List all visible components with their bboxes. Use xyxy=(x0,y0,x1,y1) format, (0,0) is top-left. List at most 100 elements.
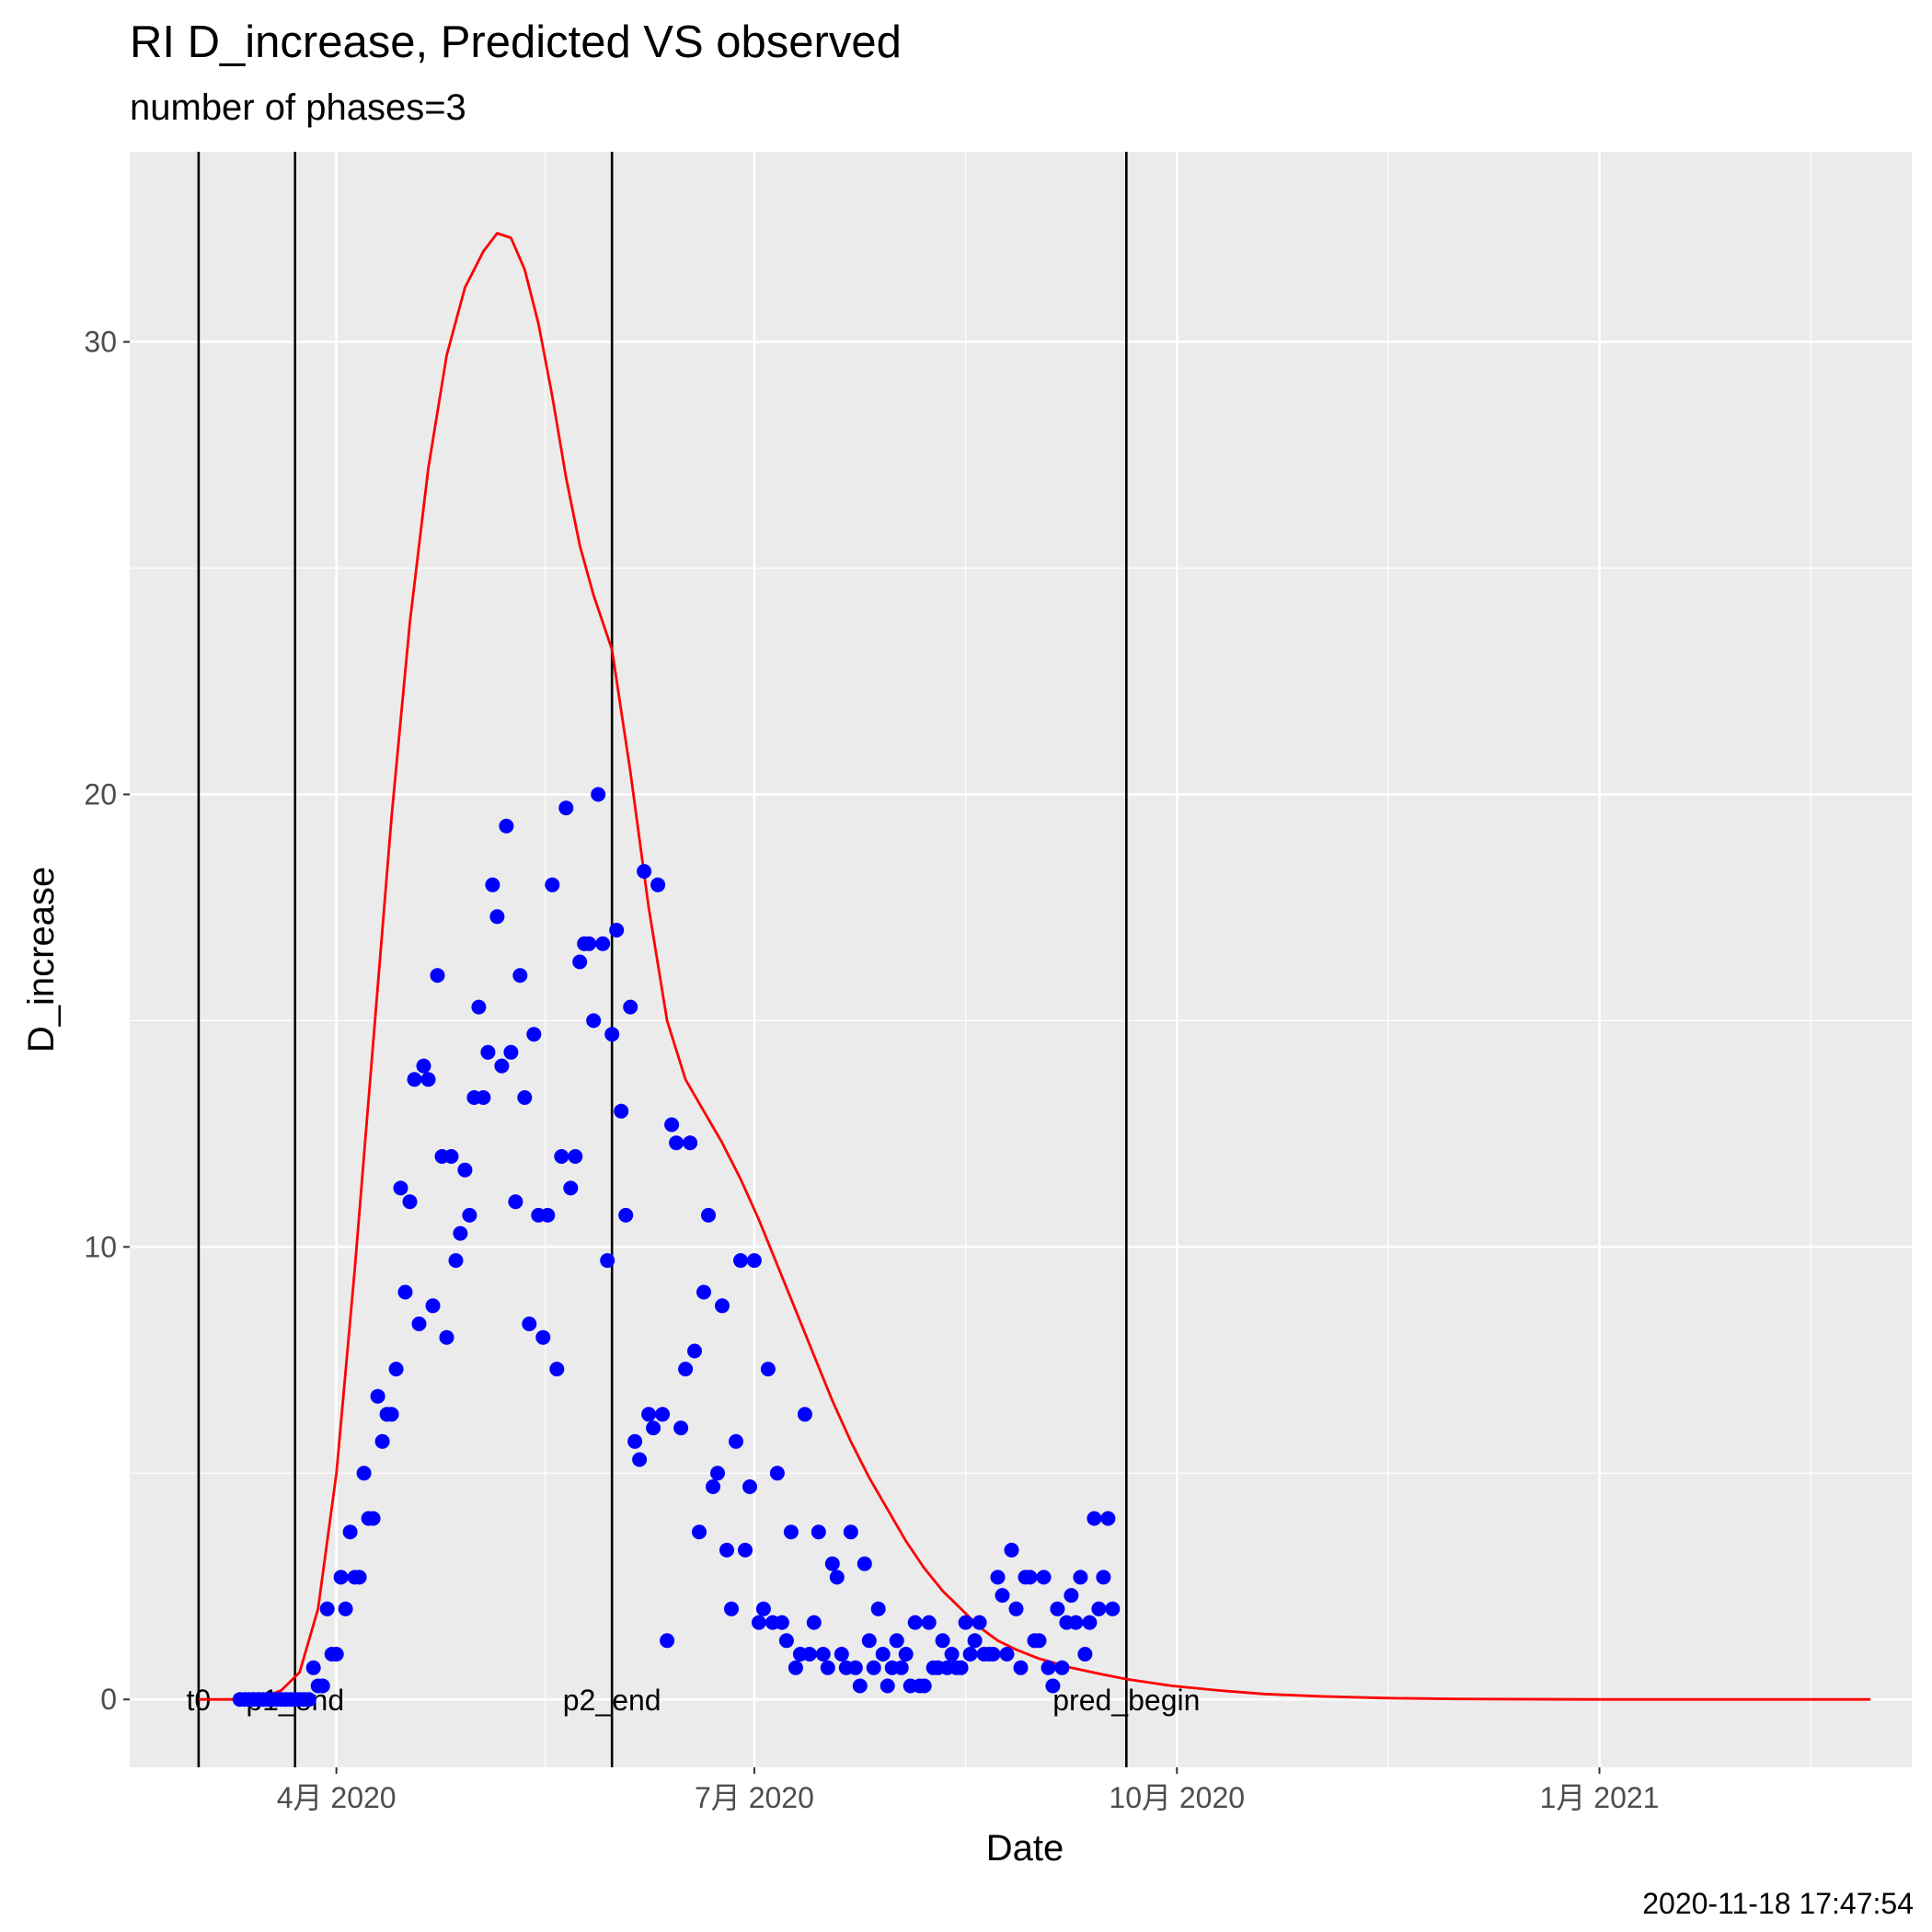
observed-point xyxy=(857,1556,872,1571)
observed-point xyxy=(801,1647,817,1662)
observed-point xyxy=(374,1433,390,1449)
observed-point xyxy=(425,1298,441,1314)
observed-point xyxy=(646,1420,661,1436)
axis-layer: 0 10 20 30 4月 2020 7月 2020 10月 2020 1月 2021 xyxy=(84,326,1659,1814)
observed-point xyxy=(388,1362,404,1377)
observed-point xyxy=(866,1660,881,1675)
observed-point xyxy=(746,1253,762,1269)
observed-point xyxy=(508,1194,523,1210)
x-tick-label: 7月 2020 xyxy=(695,1781,814,1814)
observed-point xyxy=(972,1615,987,1630)
chart-title: RI D_increase, Predicted VS observed xyxy=(130,17,902,67)
observed-point xyxy=(609,923,625,937)
observed-point xyxy=(614,1103,629,1119)
observed-point xyxy=(820,1660,835,1675)
observed-point xyxy=(301,1692,316,1708)
observed-point xyxy=(604,1027,620,1042)
observed-point xyxy=(893,1660,909,1675)
observed-point xyxy=(738,1542,753,1558)
observed-point xyxy=(333,1570,349,1585)
observed-point xyxy=(476,1090,491,1105)
y-tick-label: 30 xyxy=(84,326,117,359)
x-tick-label: 4月 2020 xyxy=(277,1781,397,1814)
observed-points-layer xyxy=(232,787,1121,1708)
prediction-line xyxy=(198,232,1871,1701)
observed-point xyxy=(471,999,487,1015)
observed-point xyxy=(664,1117,680,1133)
phase-line-label: pred_begin xyxy=(1052,1684,1200,1717)
chart-subtitle: number of phases=3 xyxy=(130,87,466,128)
observed-point xyxy=(586,1013,602,1029)
observed-point xyxy=(595,936,611,951)
observed-point xyxy=(944,1647,960,1662)
observed-point xyxy=(632,1452,648,1467)
observed-point xyxy=(1096,1570,1111,1585)
grid-layer xyxy=(130,152,1912,1767)
y-tick-label: 20 xyxy=(84,777,117,811)
observed-point xyxy=(384,1407,399,1422)
observed-point xyxy=(650,877,666,892)
observed-point xyxy=(1054,1660,1070,1675)
observed-point xyxy=(1041,1660,1056,1675)
observed-point xyxy=(889,1633,904,1649)
observed-point xyxy=(558,800,574,816)
observed-point xyxy=(305,1660,321,1675)
y-tick-label: 10 xyxy=(84,1230,117,1263)
observed-point xyxy=(742,1479,757,1494)
observed-point xyxy=(503,1044,519,1060)
observed-point xyxy=(1004,1542,1019,1558)
observed-point xyxy=(535,1329,551,1345)
observed-point xyxy=(769,1466,785,1481)
observed-point xyxy=(847,1660,863,1675)
observed-point xyxy=(678,1362,694,1377)
observed-point xyxy=(641,1407,657,1422)
observed-point xyxy=(985,1647,1001,1662)
observed-point xyxy=(962,1647,978,1662)
observed-point xyxy=(701,1207,716,1223)
observed-point xyxy=(1045,1678,1061,1694)
observed-point xyxy=(935,1633,950,1649)
x-tick-label: 1月 2021 xyxy=(1540,1781,1660,1814)
observed-point xyxy=(356,1466,372,1481)
observed-point xyxy=(568,1149,583,1164)
observed-point xyxy=(706,1479,720,1494)
observed-point xyxy=(517,1090,533,1105)
observed-point xyxy=(591,787,606,802)
observed-point xyxy=(995,1588,1010,1604)
observed-point xyxy=(788,1660,803,1675)
observed-point xyxy=(729,1433,743,1449)
observed-point xyxy=(494,1058,510,1074)
prediction-line-layer xyxy=(198,232,1871,1701)
observed-point xyxy=(600,1253,615,1269)
observed-point xyxy=(673,1420,689,1436)
observed-point xyxy=(783,1524,799,1540)
observed-point xyxy=(1105,1601,1121,1616)
observed-point xyxy=(1031,1633,1047,1649)
observed-point xyxy=(797,1407,812,1422)
observed-point xyxy=(1013,1660,1029,1675)
observed-point xyxy=(958,1615,973,1630)
observed-point xyxy=(778,1633,794,1649)
observed-point xyxy=(581,936,597,951)
observed-point xyxy=(637,864,652,880)
observed-point xyxy=(453,1225,468,1241)
observed-point xyxy=(1064,1588,1079,1604)
observed-point xyxy=(843,1524,858,1540)
observed-point xyxy=(572,954,588,970)
observed-point xyxy=(692,1524,707,1540)
observed-point xyxy=(990,1570,1006,1585)
observed-point xyxy=(319,1601,335,1616)
observed-point xyxy=(489,909,505,925)
observed-point xyxy=(485,877,500,892)
observed-point xyxy=(416,1058,431,1074)
y-axis-title: D_increase xyxy=(21,867,62,1052)
observed-point xyxy=(365,1511,381,1526)
observed-point xyxy=(545,877,560,892)
observed-point xyxy=(953,1660,969,1675)
observed-point xyxy=(402,1194,418,1210)
observed-point xyxy=(1050,1601,1065,1616)
observed-point xyxy=(342,1524,358,1540)
chart-caption: 2020-11-18 17:47:54 xyxy=(1642,1887,1914,1920)
observed-point xyxy=(462,1207,477,1223)
